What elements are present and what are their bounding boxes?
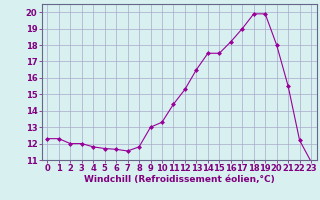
X-axis label: Windchill (Refroidissement éolien,°C): Windchill (Refroidissement éolien,°C) — [84, 175, 275, 184]
